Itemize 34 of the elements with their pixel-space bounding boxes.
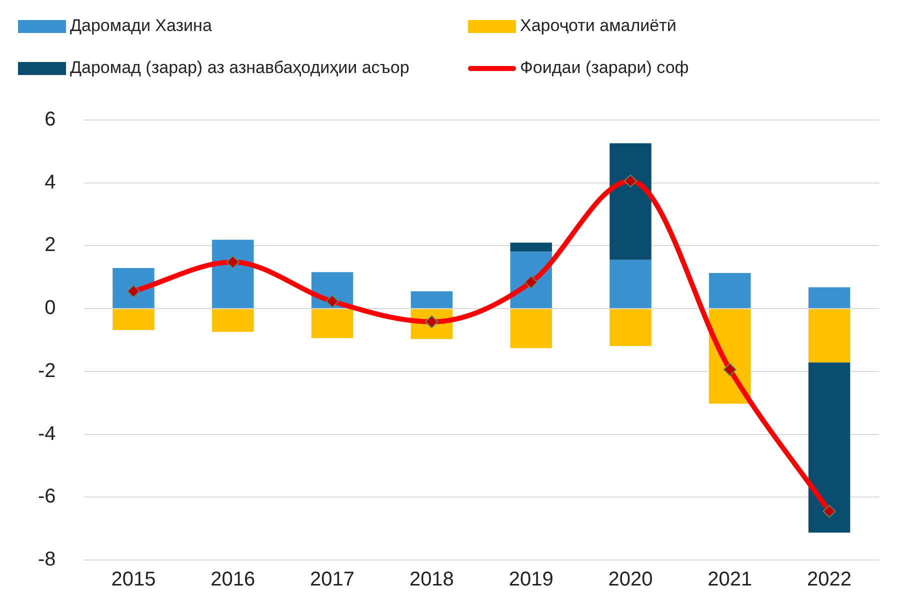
bar bbox=[510, 242, 552, 252]
legend-label: Фоидаи (зарари) соф bbox=[520, 58, 689, 78]
legend-label: Даромади Хазина bbox=[70, 16, 212, 36]
bar bbox=[808, 287, 850, 308]
bar bbox=[709, 273, 751, 308]
x-tick-label: 2022 bbox=[807, 568, 852, 591]
x-tick-label: 2017 bbox=[310, 568, 355, 591]
legend-label: Даромад (зарар) аз азнавбаҳодиҳии асъор bbox=[70, 58, 410, 78]
bar bbox=[311, 309, 354, 338]
y-tick-label: 4 bbox=[44, 171, 56, 194]
bar bbox=[212, 240, 254, 308]
bar bbox=[610, 260, 652, 308]
y-tick-label: -4 bbox=[38, 422, 56, 445]
bar bbox=[510, 309, 552, 348]
x-tick-label: 2015 bbox=[111, 568, 156, 591]
bar bbox=[212, 309, 254, 332]
bar bbox=[610, 143, 652, 260]
y-tick-label: 0 bbox=[44, 297, 56, 320]
y-tick-label: -8 bbox=[38, 548, 56, 571]
bar bbox=[808, 362, 850, 533]
bar bbox=[808, 309, 850, 362]
y-tick-label: -6 bbox=[38, 486, 56, 508]
bar bbox=[610, 309, 652, 346]
x-tick-label: 2020 bbox=[608, 568, 653, 591]
legend-label: Хароҷоти амалиётӣ bbox=[520, 16, 676, 36]
x-tick-label: 2016 bbox=[210, 568, 256, 591]
y-tick-label: 2 bbox=[44, 234, 56, 256]
y-tick-label: -2 bbox=[38, 360, 56, 382]
y-tick-label: 6 bbox=[44, 108, 56, 131]
x-tick-label: 2018 bbox=[409, 568, 454, 591]
x-tick-label: 2019 bbox=[508, 568, 554, 591]
bar bbox=[112, 309, 154, 330]
x-tick-label: 2021 bbox=[708, 568, 752, 591]
bar bbox=[410, 291, 453, 308]
